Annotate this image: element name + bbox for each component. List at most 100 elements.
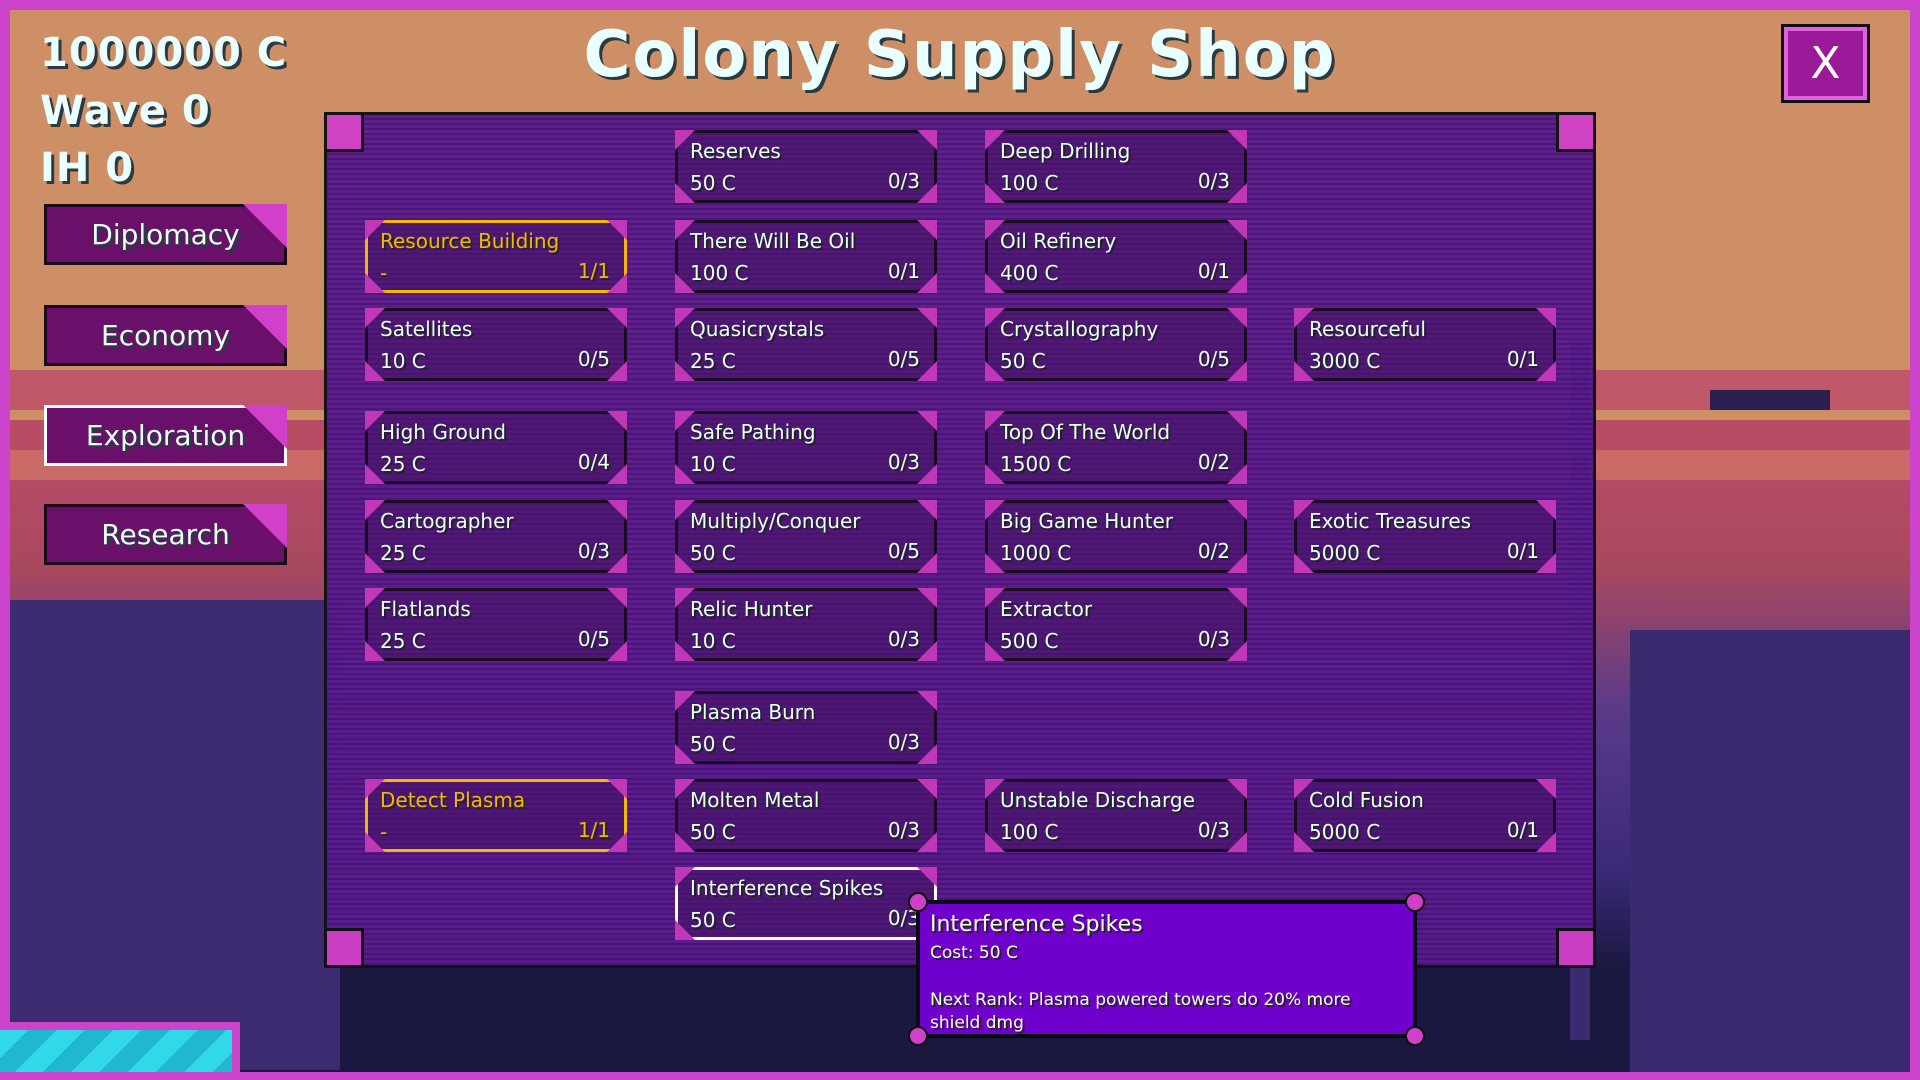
upgrade-card[interactable]: Cold Fusion 5000 C 0/1 bbox=[1294, 779, 1556, 852]
upgrade-card[interactable]: Relic Hunter 10 C 0/3 bbox=[675, 588, 937, 661]
corner-decoration bbox=[607, 779, 627, 799]
upgrade-card[interactable]: Cartographer 25 C 0/3 bbox=[365, 500, 627, 573]
tooltip-description: Next Rank: Plasma powered towers do 20% … bbox=[930, 990, 1351, 1033]
corner-decoration bbox=[917, 411, 937, 431]
tooltip-cost: Cost: 50 C bbox=[930, 943, 1018, 963]
nav-button-economy[interactable]: Economy bbox=[44, 305, 287, 366]
nav-button-diplomacy[interactable]: Diplomacy bbox=[44, 204, 287, 265]
decorative-tile bbox=[0, 1022, 240, 1072]
corner-decoration bbox=[917, 308, 937, 328]
upgrade-card[interactable]: Unstable Discharge 100 C 0/3 bbox=[985, 779, 1247, 852]
upgrade-card[interactable]: Quasicrystals 25 C 0/5 bbox=[675, 308, 937, 381]
page-title: Colony Supply Shop bbox=[583, 18, 1337, 92]
corner-decoration bbox=[917, 361, 937, 381]
close-button[interactable]: X bbox=[1781, 24, 1870, 103]
upgrade-name: High Ground bbox=[380, 420, 506, 444]
corner-decoration bbox=[1227, 220, 1247, 240]
upgrade-name: Big Game Hunter bbox=[1000, 509, 1173, 533]
upgrade-card[interactable]: Crystallography 50 C 0/5 bbox=[985, 308, 1247, 381]
corner-decoration bbox=[1536, 308, 1556, 328]
upgrade-cost: 50 C bbox=[690, 732, 736, 756]
corner-decoration bbox=[607, 361, 627, 381]
corner-decoration bbox=[1536, 832, 1556, 852]
corner-decoration bbox=[675, 130, 695, 150]
upgrade-card[interactable]: Resourceful 3000 C 0/1 bbox=[1294, 308, 1556, 381]
nav-label: Research bbox=[101, 518, 230, 551]
corner-decoration bbox=[675, 308, 695, 328]
upgrade-cost: 25 C bbox=[380, 452, 426, 476]
corner-decoration bbox=[365, 588, 385, 608]
tooltip-corner bbox=[908, 1026, 928, 1046]
upgrade-rank: 0/4 bbox=[577, 450, 610, 474]
upgrade-card[interactable]: Extractor 500 C 0/3 bbox=[985, 588, 1247, 661]
upgrade-card[interactable]: Detect Plasma - 1/1 bbox=[365, 779, 627, 852]
upgrade-name: There Will Be Oil bbox=[690, 229, 856, 253]
upgrade-name: Unstable Discharge bbox=[1000, 788, 1195, 812]
upgrade-card[interactable]: Flatlands 25 C 0/5 bbox=[365, 588, 627, 661]
upgrade-name: Molten Metal bbox=[690, 788, 820, 812]
corner-decoration bbox=[675, 691, 695, 711]
corner-decoration bbox=[917, 641, 937, 661]
upgrade-card[interactable]: Reserves 50 C 0/3 bbox=[675, 130, 937, 203]
upgrade-name: Interference Spikes bbox=[690, 876, 884, 900]
corner-decoration bbox=[985, 183, 1005, 203]
corner-decoration bbox=[675, 588, 695, 608]
upgrade-card[interactable]: High Ground 25 C 0/4 bbox=[365, 411, 627, 484]
tooltip-corner bbox=[1405, 1026, 1425, 1046]
corner-decoration bbox=[607, 641, 627, 661]
corner-decoration bbox=[985, 273, 1005, 293]
corner-decoration bbox=[365, 273, 385, 293]
corner-decoration bbox=[1294, 361, 1314, 381]
corner-decoration bbox=[985, 361, 1005, 381]
upgrade-card[interactable]: Deep Drilling 100 C 0/3 bbox=[985, 130, 1247, 203]
corner-decoration bbox=[1294, 779, 1314, 799]
upgrade-cost: - bbox=[380, 820, 388, 844]
tooltip-corner bbox=[1405, 892, 1425, 912]
upgrade-rank: 0/3 bbox=[1197, 818, 1230, 842]
upgrade-card[interactable]: Interference Spikes 50 C 0/3 bbox=[675, 867, 937, 940]
upgrade-rank: 0/5 bbox=[887, 539, 920, 563]
upgrade-card[interactable]: Multiply/Conquer 50 C 0/5 bbox=[675, 500, 937, 573]
corner-decoration bbox=[675, 920, 695, 940]
upgrade-card[interactable]: Big Game Hunter 1000 C 0/2 bbox=[985, 500, 1247, 573]
upgrade-card[interactable]: Safe Pathing 10 C 0/3 bbox=[675, 411, 937, 484]
upgrade-cost: 500 C bbox=[1000, 629, 1059, 653]
corner-decoration bbox=[607, 308, 627, 328]
corner-decoration bbox=[365, 553, 385, 573]
upgrade-card[interactable]: Molten Metal 50 C 0/3 bbox=[675, 779, 937, 852]
upgrade-name: Relic Hunter bbox=[690, 597, 813, 621]
upgrade-card[interactable]: Exotic Treasures 5000 C 0/1 bbox=[1294, 500, 1556, 573]
corner-decoration bbox=[1294, 308, 1314, 328]
upgrade-name: Plasma Burn bbox=[690, 700, 816, 724]
city-building bbox=[1630, 630, 1910, 1072]
upgrade-card[interactable]: Plasma Burn 50 C 0/3 bbox=[675, 691, 937, 764]
upgrade-rank: 0/5 bbox=[887, 347, 920, 371]
upgrade-rank: 0/2 bbox=[1197, 450, 1230, 474]
upgrade-name: Oil Refinery bbox=[1000, 229, 1117, 253]
corner-decoration bbox=[1227, 500, 1247, 520]
upgrade-card[interactable]: There Will Be Oil 100 C 0/1 bbox=[675, 220, 937, 293]
city-platform bbox=[1710, 390, 1830, 410]
upgrade-rank: 0/3 bbox=[577, 539, 610, 563]
corner-decoration bbox=[365, 220, 385, 240]
upgrade-name: Reserves bbox=[690, 139, 781, 163]
corner-decoration bbox=[607, 553, 627, 573]
upgrade-name: Resourceful bbox=[1309, 317, 1426, 341]
upgrade-card[interactable]: Satellites 10 C 0/5 bbox=[365, 308, 627, 381]
tooltip-corner bbox=[908, 892, 928, 912]
nav-label: Diplomacy bbox=[91, 218, 240, 251]
corner-decoration bbox=[985, 500, 1005, 520]
upgrade-cost: 3000 C bbox=[1309, 349, 1381, 373]
upgrade-card[interactable]: Oil Refinery 400 C 0/1 bbox=[985, 220, 1247, 293]
upgrade-cost: 25 C bbox=[690, 349, 736, 373]
upgrade-card[interactable]: Top Of The World 1500 C 0/2 bbox=[985, 411, 1247, 484]
corner-decoration bbox=[607, 273, 627, 293]
corner-decoration bbox=[365, 464, 385, 484]
nav-button-exploration[interactable]: Exploration bbox=[44, 405, 287, 466]
corner-decoration bbox=[607, 411, 627, 431]
upgrade-card[interactable]: Resource Building - 1/1 bbox=[365, 220, 627, 293]
corner-decoration bbox=[1227, 411, 1247, 431]
upgrade-cost: 100 C bbox=[1000, 171, 1059, 195]
corner-decoration bbox=[243, 305, 287, 349]
nav-button-research[interactable]: Research bbox=[44, 504, 287, 565]
